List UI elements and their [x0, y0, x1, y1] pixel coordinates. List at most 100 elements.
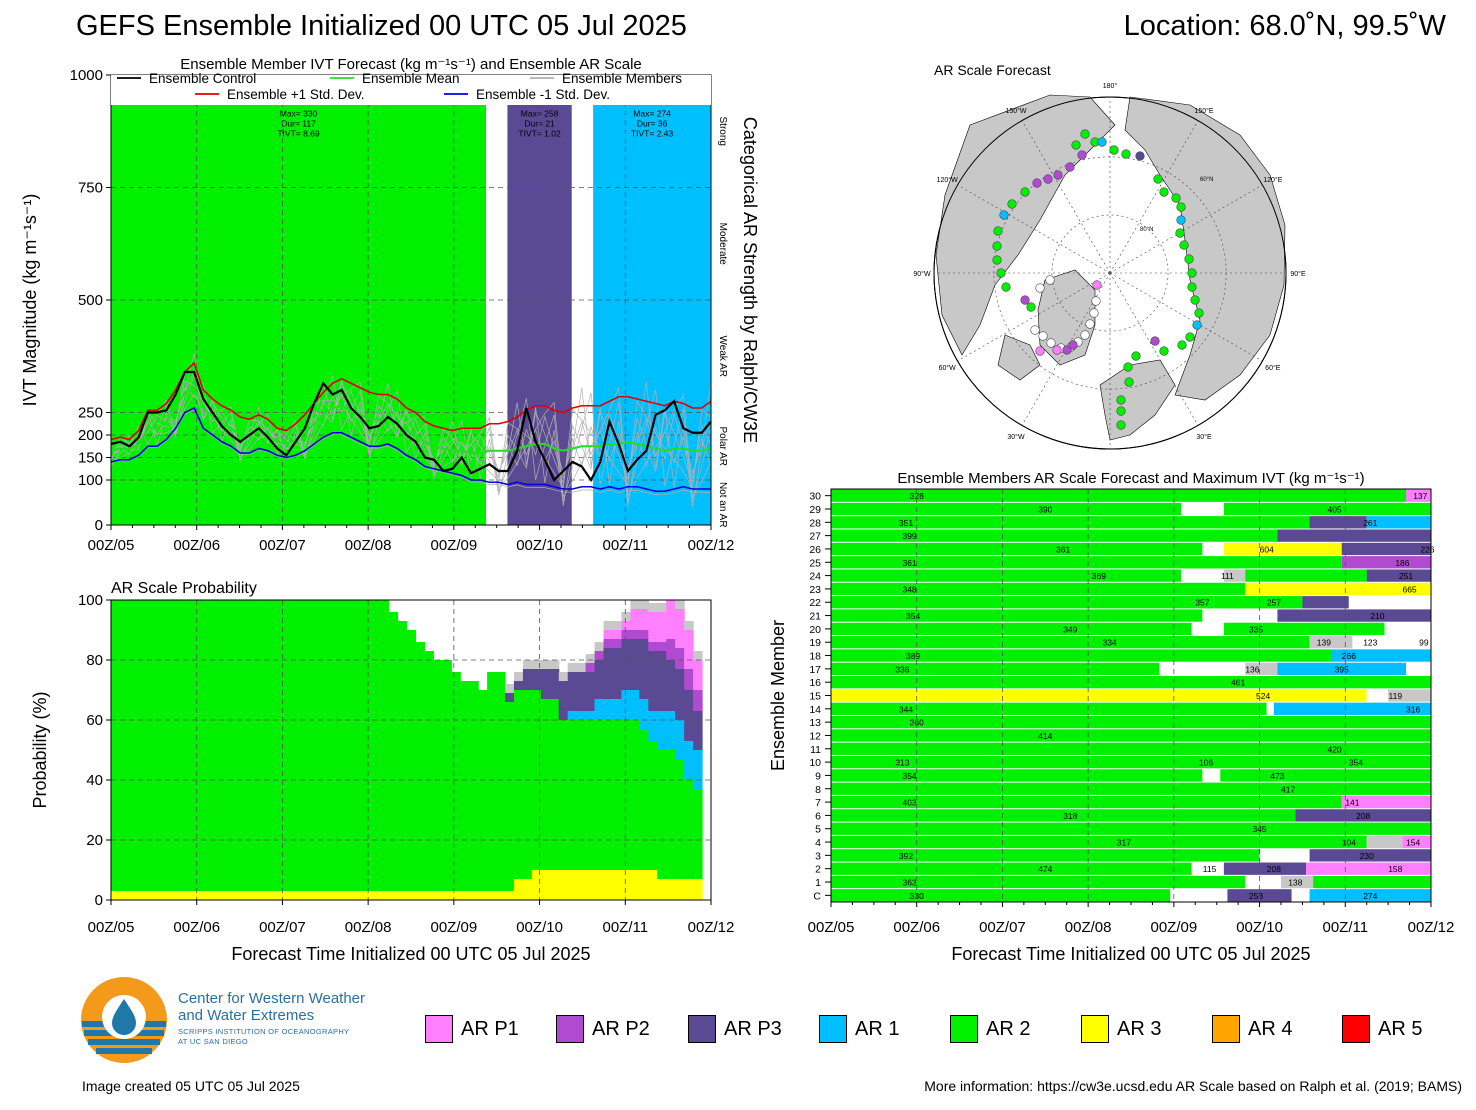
member-label: 23: [809, 584, 821, 596]
longitude-line: [1021, 120, 1111, 274]
prob-bar-ar-1: [666, 711, 676, 750]
prob-bar-polar: [558, 672, 569, 681]
prob-bar-ar-3: [316, 891, 327, 900]
member-max-ivt: 361: [902, 558, 916, 568]
legend-label: AR 1: [855, 1017, 900, 1040]
prob-bar-ar-2: [657, 750, 667, 879]
ar-location-marker: [1150, 336, 1160, 346]
prob-bar-ar-p1: [639, 609, 649, 630]
prob-bar-polar: [585, 654, 596, 663]
ar-location-marker: [1124, 377, 1134, 387]
ar-scale-map: AR Scale Forecast 180° 150°E 120°E 90°E 60°E 3…: [913, 62, 1306, 450]
prob-bar-ar-p3: [621, 639, 632, 690]
prob-bar-ar-1: [621, 690, 632, 720]
legend-item-ar-p3: AR P3: [688, 1015, 782, 1043]
ar-location-marker: [1135, 151, 1145, 161]
prob-bar-ar-p3: [693, 711, 703, 750]
member-label: 7: [815, 797, 821, 809]
prob-bar-ar-2: [549, 699, 560, 870]
prob-bar-ar-2: [379, 600, 390, 891]
member-max-ivt: 351: [899, 518, 913, 528]
member-segment: [1366, 569, 1431, 582]
prob-bar-ar-1: [594, 699, 605, 720]
prob-bar-ar-p2: [594, 651, 605, 660]
logo-line-2: and Water Extremes: [178, 1007, 315, 1024]
member-label: 17: [809, 664, 821, 676]
ar-event-annotation: Max= 330: [280, 108, 318, 118]
member-segment: [831, 569, 1181, 582]
member-segment: [1309, 849, 1431, 862]
prob-bar-polar: [648, 603, 658, 612]
y-tick-label: 150: [78, 450, 103, 467]
longitude-label: 30°W: [1007, 433, 1025, 441]
legend-swatch: [556, 1015, 584, 1043]
prob-bar-ar-3: [209, 891, 220, 900]
member-max-ivt: 474: [1038, 864, 1052, 874]
member-segment: [1220, 769, 1431, 782]
prob-bar-ar-2: [281, 600, 291, 891]
prob-bar-ar-3: [549, 870, 560, 900]
prob-bar-ar-3: [522, 879, 533, 900]
ar-location-marker: [1116, 420, 1126, 430]
prob-bar-ar-3: [684, 879, 694, 900]
y-tick-label: 250: [78, 405, 103, 422]
member-max-ivt: 313: [895, 758, 909, 768]
member-segment: [831, 516, 1310, 529]
y-tick-label: 1000: [70, 67, 103, 84]
prob-bar-ar-p3: [657, 651, 667, 711]
ar-location-marker: [1092, 280, 1102, 290]
prob-bar-ar-3: [594, 870, 605, 900]
member-label: 5: [815, 824, 821, 836]
member-max-ivt: 354: [906, 611, 920, 621]
member-segment: [1352, 636, 1431, 649]
prob-bar-polar: [630, 600, 640, 609]
y-tick-label: 200: [78, 427, 103, 444]
prob-bar-ar-3: [397, 891, 408, 900]
legend-text: Ensemble Control: [149, 71, 256, 86]
member-max-ivt: 261: [1363, 518, 1377, 528]
longitude-label: 180°: [1103, 82, 1118, 90]
prob-bar-ar-3: [388, 891, 399, 900]
prob-bar-ar-p3: [513, 681, 524, 690]
prob-bar-ar-p3: [531, 669, 542, 690]
prob-bar-ar-3: [585, 870, 596, 900]
member-max-ivt: 335: [1249, 624, 1263, 634]
prob-bar-ar-p2: [612, 639, 623, 648]
ar-location-marker: [1085, 319, 1095, 329]
ar-location-marker: [1123, 362, 1133, 372]
ar-location-marker: [1194, 308, 1204, 318]
legend-swatch: [819, 1015, 847, 1043]
member-label: 19: [809, 637, 821, 649]
prob-bar-ar-3: [612, 870, 623, 900]
prob-bar-ar-2: [603, 720, 614, 870]
member-segment: [831, 769, 1203, 782]
member-label: 27: [809, 531, 821, 543]
ar-location-marker: [1179, 240, 1189, 250]
prob-bar-ar-2: [173, 600, 184, 891]
ar-location-marker: [1121, 149, 1131, 159]
prob-bar-ar-p1: [612, 630, 623, 639]
category-label: Weak AR: [717, 336, 728, 378]
y-tick-label: 20: [86, 832, 103, 849]
member-segment: [831, 662, 1160, 676]
prob-bar-polar: [513, 672, 524, 681]
ensemble-member-line: [110, 353, 712, 507]
member-segment: [1181, 502, 1224, 516]
member-segment: [831, 649, 1331, 662]
ar-event-annotation: Dur= 117: [281, 118, 316, 128]
member-max-ivt: 136: [1245, 664, 1259, 674]
member-segment: [1313, 875, 1431, 889]
prob-bar-ar-2: [218, 600, 229, 891]
legend-item-ar-p2: AR P2: [556, 1015, 650, 1043]
prob-bar-ar-2: [648, 741, 658, 870]
member-segment: [1406, 489, 1431, 502]
prob-bar-ar-3: [460, 891, 470, 900]
member-segment: [1341, 556, 1431, 569]
x-axis-label: Forecast Time Initialized 00 UTC 05 Jul …: [951, 944, 1310, 964]
y-tick-label: 40: [86, 772, 103, 789]
x-tick-label: 00Z/09: [1151, 919, 1198, 936]
member-max-ivt: 274: [1363, 891, 1377, 901]
member-max-ivt: 403: [902, 798, 916, 808]
prob-bar-polar: [675, 600, 685, 609]
category-label: Not an AR: [717, 482, 728, 528]
